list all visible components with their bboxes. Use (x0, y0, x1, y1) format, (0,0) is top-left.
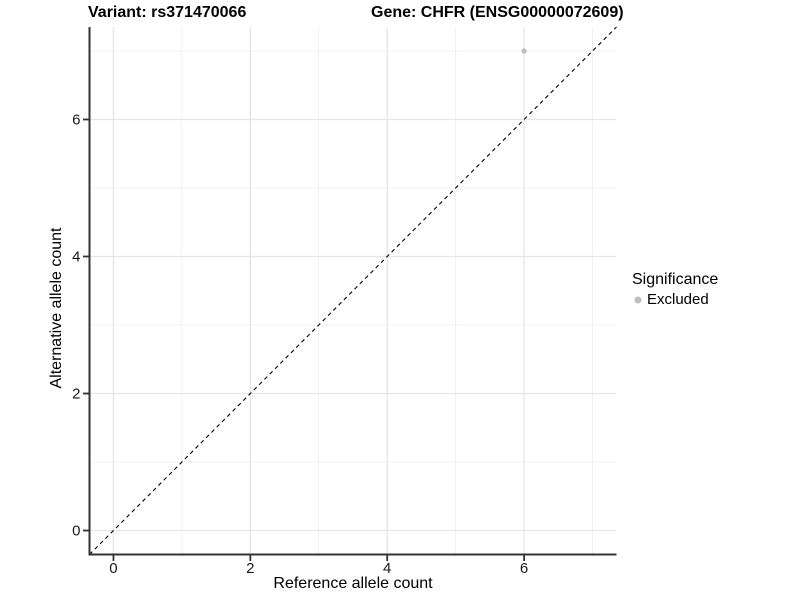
x-tick-label: 4 (383, 560, 391, 577)
y-tick-label: 0 (72, 523, 80, 540)
x-tick-label: 0 (109, 560, 117, 577)
legend-item: Excluded (632, 291, 718, 308)
identity-line (89, 26, 617, 555)
legend: Significance Excluded (632, 271, 718, 308)
plot-title-gene: Gene: CHFR (ENSG00000072609) (371, 4, 624, 21)
legend-title: Significance (632, 271, 719, 288)
y-tick-label: 4 (72, 249, 80, 266)
y-tick-label: 6 (72, 112, 80, 129)
point-swatch-icon (634, 296, 642, 304)
x-tick-label: 6 (520, 560, 528, 577)
data-point (521, 48, 527, 54)
y-tick-label: 2 (72, 386, 80, 403)
x-tick-label: 2 (246, 560, 254, 577)
x-axis-title: Reference allele count (273, 575, 433, 592)
y-axis-title: Alternative allele count (48, 227, 65, 389)
plot-title-variant: Variant: rs371470066 (88, 4, 247, 21)
legend-item-label: Excluded (647, 291, 709, 308)
